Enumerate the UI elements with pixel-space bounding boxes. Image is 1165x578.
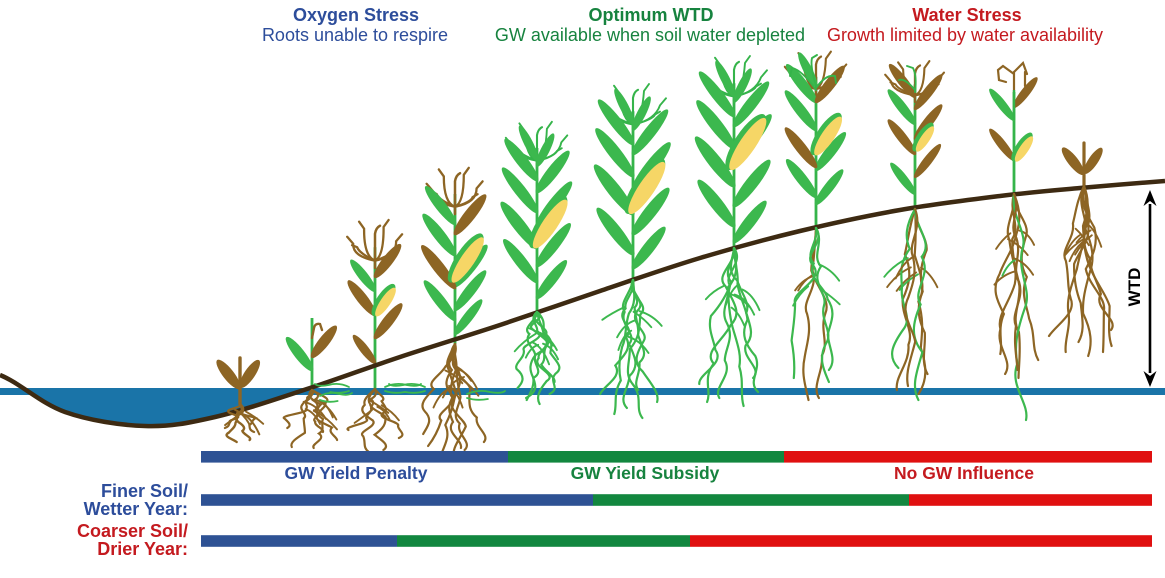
svg-text:GW available when soil water d: GW available when soil water depleted [495,25,805,45]
svg-text:Wetter Year:: Wetter Year: [84,499,188,519]
svg-text:Drier Year:: Drier Year: [97,539,188,559]
svg-text:WTD: WTD [1125,268,1144,307]
svg-text:Growth limited by water availa: Growth limited by water availability [827,25,1103,45]
svg-text:Roots unable to respire: Roots unable to respire [262,25,448,45]
svg-text:Optimum WTD: Optimum WTD [589,5,714,25]
svg-text:Water Stress: Water Stress [912,5,1021,25]
svg-text:Coarser Soil/: Coarser Soil/ [77,521,188,541]
svg-text:GW Yield Penalty: GW Yield Penalty [285,463,428,483]
svg-text:Finer Soil/: Finer Soil/ [101,481,188,501]
svg-text:No GW Influence: No GW Influence [894,463,1034,483]
svg-text:GW Yield Subsidy: GW Yield Subsidy [571,463,720,483]
svg-text:Oxygen Stress: Oxygen Stress [293,5,419,25]
